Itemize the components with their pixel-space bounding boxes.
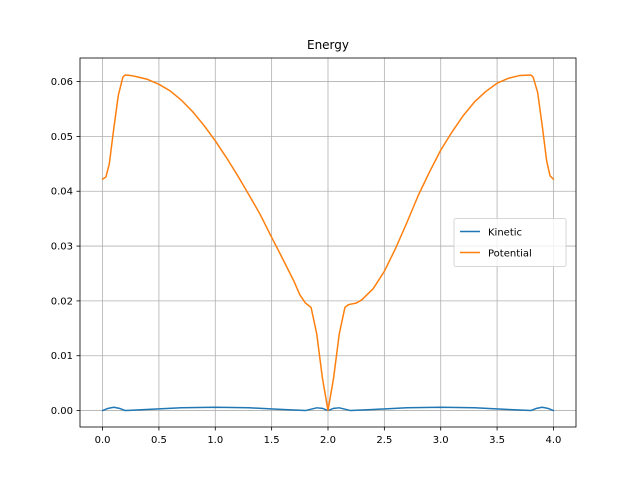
legend-box bbox=[453, 218, 567, 267]
y-tick-label: 0.04 bbox=[51, 187, 73, 198]
y-tick-label: 0.00 bbox=[51, 406, 73, 417]
x-tick-label: 1.5 bbox=[264, 435, 280, 446]
y-tick-label: 0.03 bbox=[51, 242, 73, 253]
series-line-kinetic bbox=[101, 406, 555, 412]
series-line-potential bbox=[101, 74, 555, 412]
series-lines bbox=[101, 74, 555, 412]
axis-ticks: 0.0 0.5 1.0 1.5 2.0 2.5 3.0 3.5 4.0 0.00 0.01 0.02 0… bbox=[51, 77, 562, 446]
y-tick-label: 0.01 bbox=[51, 351, 73, 362]
x-tick-label: 2.0 bbox=[320, 435, 336, 446]
x-tick-label: 3.5 bbox=[489, 435, 505, 446]
y-tick-label: 0.05 bbox=[51, 132, 73, 143]
x-tick-label: 0.5 bbox=[151, 435, 167, 446]
x-tick-label: 1.0 bbox=[207, 435, 223, 446]
x-tick-label: 4.0 bbox=[546, 435, 562, 446]
legend: Kinetic Potential bbox=[453, 218, 567, 267]
x-tick-label: 0.0 bbox=[95, 435, 111, 446]
x-tick-label: 3.0 bbox=[433, 435, 449, 446]
x-tick-label: 2.5 bbox=[376, 435, 392, 446]
legend-label: Potential bbox=[488, 249, 532, 260]
legend-label: Kinetic bbox=[488, 228, 522, 239]
chart-title: Energy bbox=[307, 38, 349, 52]
y-tick-label: 0.02 bbox=[51, 296, 73, 307]
y-tick-label: 0.06 bbox=[51, 77, 73, 88]
